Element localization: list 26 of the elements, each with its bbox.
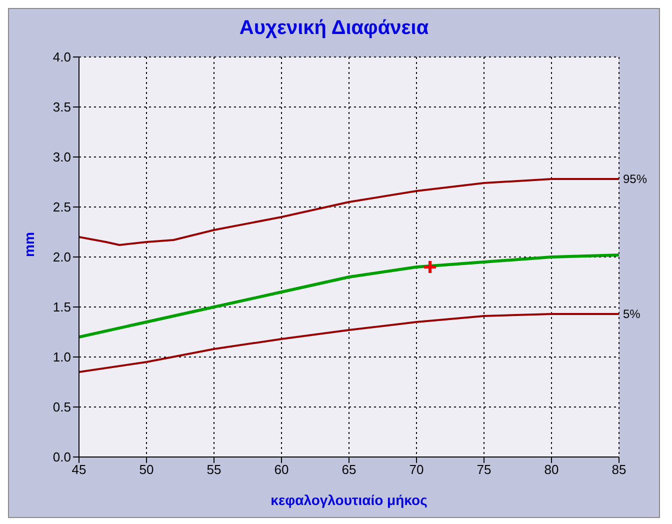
y-tick-label: 1.0 [52, 350, 71, 365]
x-tick-label: 75 [476, 462, 492, 478]
y-tick-label: 3.5 [52, 100, 71, 115]
series-label: 5% [623, 307, 641, 321]
y-tick-label: 2.0 [52, 250, 71, 265]
y-tick-label: 0.5 [52, 400, 71, 415]
x-axis-title: κεφαλογλουτιαίο μήκος [270, 492, 428, 508]
y-tick-label: 1.5 [52, 300, 71, 315]
x-tick-label: 60 [274, 462, 289, 478]
y-tick-label: 4.0 [52, 50, 71, 65]
y-axis-title: mm [20, 232, 37, 257]
y-tick-label: 0.0 [52, 450, 71, 465]
x-tick-label: 65 [342, 462, 356, 478]
chart-title: Αυχενική Διαφάνεια [238, 16, 430, 41]
y-tick-label: 2.5 [52, 200, 71, 215]
x-tick-label: 55 [206, 462, 222, 478]
series-label: 95% [623, 172, 648, 186]
x-tick-label: 85 [612, 462, 626, 478]
x-tick-label: 50 [139, 462, 154, 478]
line-series [79, 313, 619, 373]
y-tick-label: 3.0 [52, 150, 71, 165]
x-tick-label: 70 [409, 462, 424, 478]
x-tick-label: 80 [544, 462, 559, 478]
line-series [79, 178, 619, 246]
x-tick-label: 45 [72, 462, 86, 478]
line-series [79, 254, 619, 338]
